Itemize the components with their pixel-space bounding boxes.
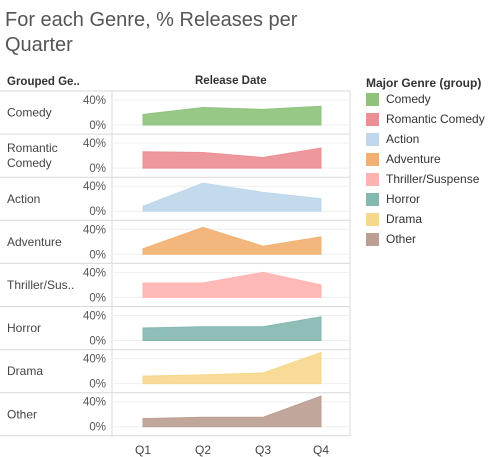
area-drama: [143, 352, 321, 383]
x-tick-label: Q4: [313, 443, 329, 457]
y-tick-label: 0%: [89, 120, 106, 132]
row-label: Horror: [7, 321, 41, 335]
legend-swatch: [366, 193, 379, 206]
legend-item[interactable]: Romantic Comedy: [366, 111, 485, 127]
y-tick-label: 0%: [89, 206, 106, 218]
row-label: Drama: [7, 364, 43, 378]
row-label: Comedy: [7, 156, 52, 170]
y-tick-label: 40%: [83, 354, 106, 366]
legend-label: Comedy: [386, 92, 431, 106]
legend-item[interactable]: Horror: [366, 191, 420, 207]
legend-swatch: [366, 153, 379, 166]
legend-item[interactable]: Adventure: [366, 151, 441, 167]
x-tick-label: Q3: [255, 443, 271, 457]
y-tick-label: 0%: [89, 379, 106, 391]
y-tick-label: 0%: [89, 292, 106, 304]
area-action: [143, 183, 321, 211]
legend-swatch: [366, 133, 379, 146]
y-tick-label: 0%: [89, 163, 106, 175]
y-tick-label: 40%: [83, 181, 106, 193]
legend-label: Thriller/Suspense: [386, 172, 479, 186]
row-label: Adventure: [7, 235, 62, 249]
row-label: Action: [7, 192, 40, 206]
legend-item[interactable]: Thriller/Suspense: [366, 171, 479, 187]
y-tick-label: 40%: [83, 311, 106, 323]
legend-item[interactable]: Action: [366, 131, 419, 147]
legend-label: Horror: [386, 192, 420, 206]
y-tick-label: 40%: [83, 397, 106, 409]
legend-label: Drama: [386, 212, 422, 226]
chart-area: 40%0%Comedy40%0%RomanticComedy40%0%Actio…: [0, 0, 358, 457]
y-tick-label: 40%: [83, 267, 106, 279]
row-label: Thriller/Sus..: [7, 278, 74, 292]
y-tick-label: 0%: [89, 249, 106, 261]
area-comedy: [143, 106, 321, 125]
area-adventure: [143, 227, 321, 254]
legend-item[interactable]: Drama: [366, 211, 422, 227]
area-other: [143, 396, 321, 427]
legend-item[interactable]: Other: [366, 231, 416, 247]
legend-label: Romantic Comedy: [386, 112, 485, 126]
legend-swatch: [366, 113, 379, 126]
row-label: Romantic: [7, 141, 58, 155]
area-thriller-suspense: [143, 272, 321, 297]
row-label: Comedy: [7, 106, 52, 120]
row-label: Other: [7, 407, 37, 421]
y-tick-label: 0%: [89, 422, 106, 434]
legend-title: Major Genre (group): [366, 76, 481, 90]
legend-label: Action: [386, 132, 419, 146]
legend-swatch: [366, 233, 379, 246]
y-tick-label: 40%: [83, 138, 106, 150]
y-tick-label: 0%: [89, 336, 106, 348]
legend-swatch: [366, 93, 379, 106]
area-romantic-comedy: [143, 148, 321, 168]
legend-label: Adventure: [386, 152, 441, 166]
x-tick-label: Q2: [195, 443, 211, 457]
legend-swatch: [366, 213, 379, 226]
y-tick-label: 40%: [83, 224, 106, 236]
legend-label: Other: [386, 232, 416, 246]
legend-item[interactable]: Comedy: [366, 91, 431, 107]
x-tick-label: Q1: [135, 443, 151, 457]
y-tick-label: 40%: [83, 95, 106, 107]
legend-swatch: [366, 173, 379, 186]
area-horror: [143, 317, 321, 341]
